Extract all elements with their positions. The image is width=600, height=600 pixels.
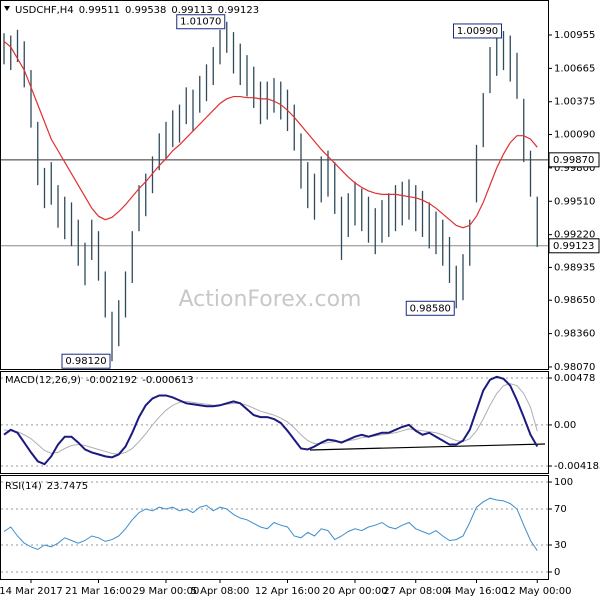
level-label: 0.99870 (553, 155, 594, 166)
y-tick-label: 0 (554, 567, 560, 578)
y-tick-label: 0.98360 (554, 329, 595, 340)
annotation-box (176, 14, 226, 30)
x-tick-label: 4 May 16:00 (445, 586, 507, 597)
y-tick-label: 1.00375 (554, 97, 595, 108)
y-tick-label: 0.99510 (554, 196, 595, 207)
x-tick-label: 5 Apr 08:00 (191, 586, 250, 597)
panel-header: USDCHF,H4 0.99511 0.99538 0.99113 0.99123 (15, 5, 259, 16)
y-tick-label: 1.00955 (554, 30, 595, 41)
macd-line (3, 375, 539, 466)
annotation-box (453, 23, 502, 39)
y-tick-label: 70 (554, 504, 567, 515)
header-value: -0.000613 (142, 375, 193, 386)
y-tick-label: 0.00478 (554, 373, 595, 384)
x-tick-label: 29 Mar 00:00 (133, 586, 200, 597)
watermark: ActionForex.com (179, 287, 362, 312)
signal-line (3, 383, 538, 455)
panel-header: RSI(14) 23.7475 (5, 481, 88, 492)
panel-title: USDCHF,H4 (15, 5, 74, 16)
moving-average (3, 40, 538, 229)
header-value: 0.99538 (125, 5, 166, 16)
y-tick-label: 0.99220 (554, 230, 595, 241)
y-tick-label: 0.98650 (554, 295, 595, 306)
y-tick-label: 0.00 (554, 420, 576, 431)
x-tick-label: 27 Apr 08:00 (383, 586, 448, 597)
header-value: -0.002192 (86, 375, 137, 386)
rsi-line (3, 497, 538, 551)
plot-layer: 1.00955 1.00665 1.00375 1.00090 0.99800 0.995… (0, 5, 600, 597)
header-value: 0.99113 (171, 5, 212, 16)
level-label-box (548, 152, 600, 168)
x-tick-label: 12 May 00:00 (503, 586, 572, 597)
annotation-label: 1.01070 (180, 17, 221, 28)
rsi-panel-frame (0, 475, 549, 580)
y-tick-label: 1.00665 (554, 63, 595, 74)
dropdown-icon (4, 6, 10, 11)
annotation-box (61, 353, 111, 369)
annotation-box (405, 300, 455, 316)
x-tick-label: 21 Mar 16:00 (65, 586, 132, 597)
y-tick-label: -0.004185 (554, 461, 600, 472)
x-tick-label: 20 Apr 00:00 (322, 586, 387, 597)
header-value: 0.99123 (218, 5, 259, 16)
y-tick-label: 0.98070 (554, 362, 595, 373)
macd-panel-frame (0, 371, 549, 474)
level-label-box (548, 238, 600, 254)
price-panel-frame (0, 0, 549, 370)
header-value: 23.7475 (47, 481, 88, 492)
y-tick-label: 1.00090 (554, 130, 595, 141)
panel-title: MACD(12,26,9) (5, 375, 81, 386)
annotation-label: 0.98120 (65, 356, 106, 367)
y-tick-label: 0.99800 (554, 163, 595, 174)
x-tick-label: 12 Apr 16:00 (255, 586, 320, 597)
y-tick-label: 0.98935 (554, 262, 595, 273)
panel-header: MACD(12,26,9) -0.002192 -0.000613 (5, 375, 194, 386)
annotation-label: 1.00990 (457, 26, 498, 37)
y-tick-label: 30 (554, 540, 567, 551)
level-label: 0.99123 (553, 241, 594, 252)
macd-trendline (309, 443, 546, 451)
y-tick-label: 100 (554, 477, 573, 488)
panel-title: RSI(14) (5, 481, 42, 492)
annotation-label: 0.98580 (410, 303, 451, 314)
x-tick-label: 14 Mar 2017 (0, 586, 63, 597)
header-value: 0.99511 (79, 5, 120, 16)
